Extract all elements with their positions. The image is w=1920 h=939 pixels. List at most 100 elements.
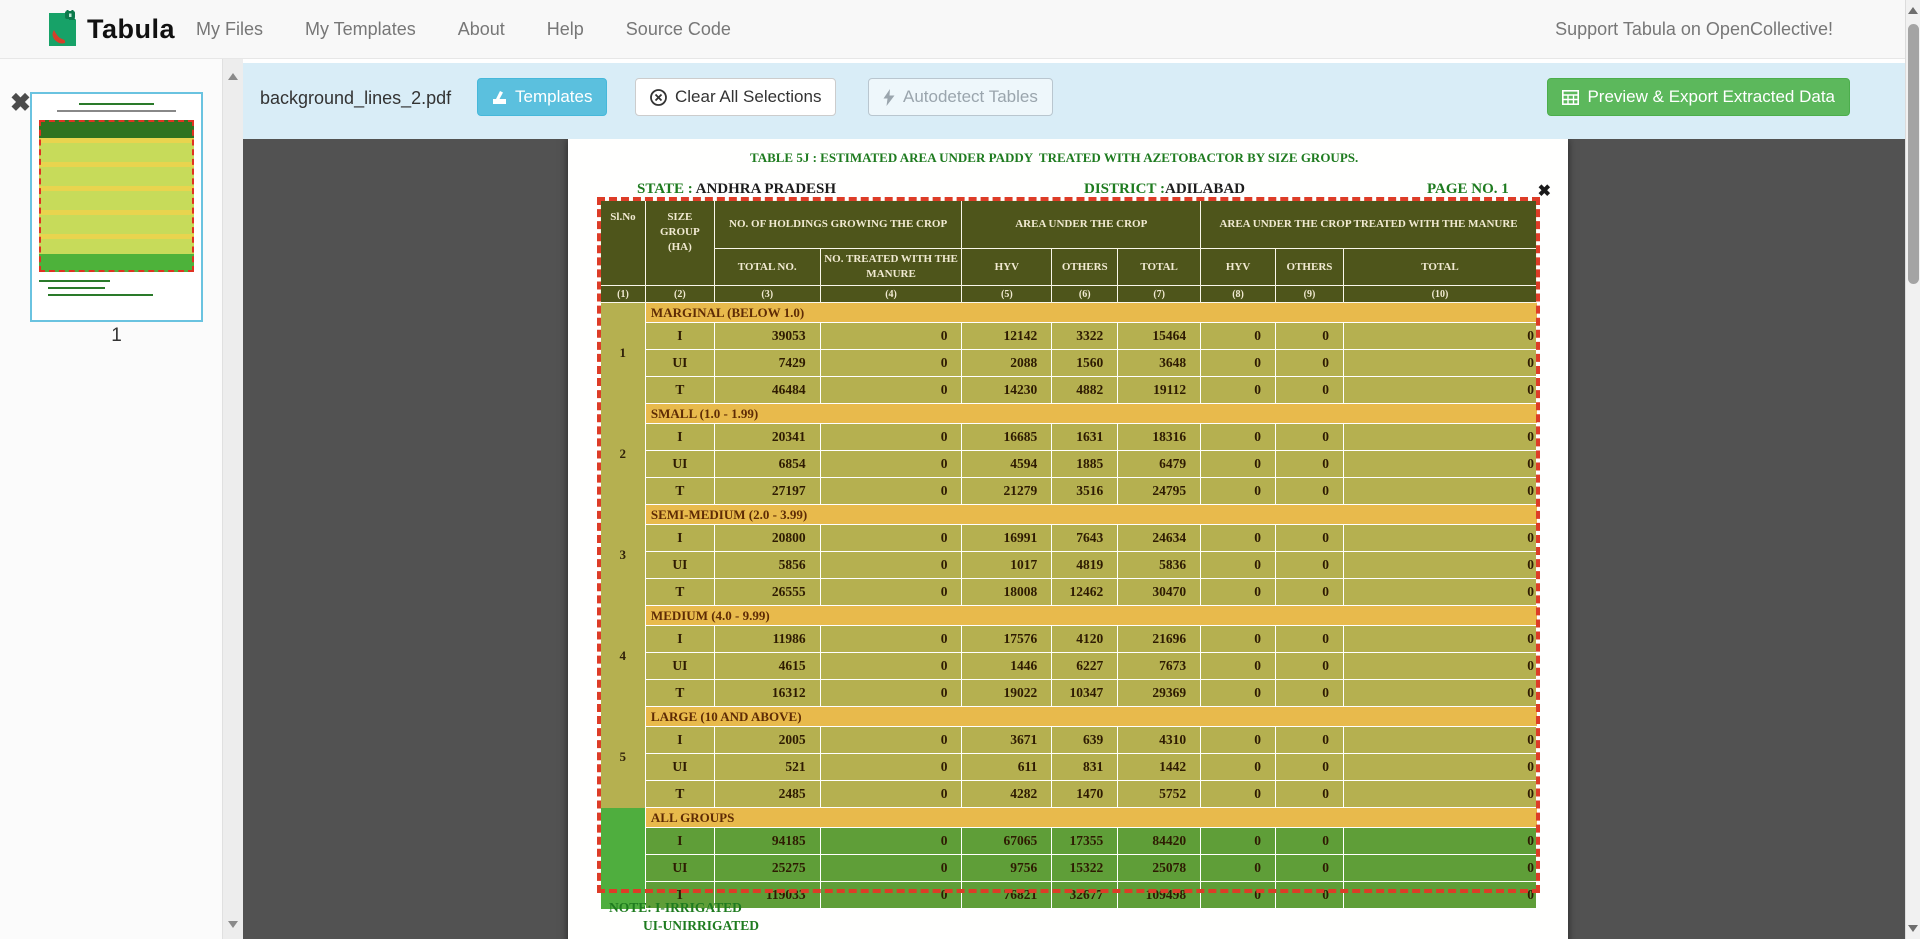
size-group-band: SEMI-MEDIUM (2.0 - 3.99): [645, 504, 1537, 525]
thumb-table-image: [39, 120, 194, 272]
value-cell: 521: [713, 753, 821, 781]
thumb-table-footer: [39, 254, 194, 272]
value-cell: 0: [1200, 524, 1276, 552]
table-row: I 11986 0 17576 4120 21696 0 0 0: [601, 625, 1538, 653]
table-row: T 119033 0 76821 32677 109498 0 0 0: [601, 881, 1538, 909]
nav-item-help[interactable]: Help: [546, 19, 584, 39]
value-cell: 0: [1342, 854, 1538, 882]
value-cell: 1017: [961, 551, 1053, 579]
value-cell: 0: [1342, 726, 1538, 754]
thumb-note-line: [48, 294, 153, 296]
value-cell: 15322: [1051, 854, 1119, 882]
sidebar-scrollbar[interactable]: [222, 59, 243, 939]
col-number: (5): [961, 285, 1053, 303]
scrollbar-thumb[interactable]: [1908, 24, 1919, 284]
value-cell: 19112: [1117, 376, 1202, 404]
value-cell: 0: [1274, 322, 1344, 350]
nav-item-my-files[interactable]: My Files: [196, 19, 263, 39]
col-number: (3): [713, 285, 821, 303]
row-label-cell: UI: [644, 652, 715, 680]
value-cell: 4120: [1051, 625, 1119, 653]
table-row: T 2485 0 4282 1470 5752 0 0 0: [601, 780, 1538, 808]
value-cell: 0: [819, 854, 963, 882]
selection-close-icon[interactable]: ✖: [1537, 183, 1551, 200]
value-cell: 4819: [1051, 551, 1119, 579]
page-thumbnail[interactable]: [30, 92, 203, 322]
value-cell: 27197: [713, 477, 821, 505]
sidebar-scroll-up-icon[interactable]: [228, 73, 238, 80]
value-cell: 0: [819, 322, 963, 350]
value-cell: 119033: [713, 881, 821, 909]
value-cell: 1560: [1051, 349, 1119, 377]
value-cell: 0: [1200, 376, 1276, 404]
table-row: UI 521 0 611 831 1442 0 0 0: [601, 753, 1538, 781]
row-label-cell: UI: [644, 450, 715, 478]
value-cell: 7673: [1117, 652, 1202, 680]
row-label-cell: T: [644, 881, 715, 909]
size-group-band: SMALL (1.0 - 1.99): [645, 403, 1537, 424]
value-cell: 12462: [1051, 578, 1119, 606]
value-cell: 2485: [713, 780, 821, 808]
nav-item-about[interactable]: About: [457, 19, 505, 39]
value-cell: 0: [819, 652, 963, 680]
value-cell: 0: [1200, 881, 1276, 909]
scroll-up-icon[interactable]: [1908, 7, 1918, 14]
size-group-band: LARGE (10 AND ABOVE): [645, 706, 1537, 727]
sub-header: HYV: [1200, 248, 1276, 286]
row-label-cell: I: [644, 827, 715, 855]
preview-export-button[interactable]: Preview & Export Extracted Data: [1547, 78, 1850, 116]
value-cell: 4310: [1117, 726, 1202, 754]
value-cell: 3648: [1117, 349, 1202, 377]
pdf-page[interactable]: TABLE 5J : ESTIMATED AREA UNDER PADDY TR…: [568, 139, 1568, 939]
value-cell: 0: [1342, 524, 1538, 552]
thumb-table-header: [39, 120, 194, 138]
value-cell: 24795: [1117, 477, 1202, 505]
sub-header: TOTAL NO.: [713, 248, 821, 286]
window-scrollbar[interactable]: [1905, 0, 1920, 939]
value-cell: 0: [1274, 780, 1344, 808]
value-cell: 0: [1274, 349, 1344, 377]
table-selection-box[interactable]: ✖: [597, 183, 1551, 893]
value-cell: 4882: [1051, 376, 1119, 404]
value-cell: 0: [819, 477, 963, 505]
value-cell: 16685: [961, 423, 1053, 451]
sidebar-scroll-down-icon[interactable]: [228, 921, 238, 928]
nav-item-my-templates[interactable]: My Templates: [305, 19, 416, 39]
value-cell: 18008: [961, 578, 1053, 606]
value-cell: 0: [819, 881, 963, 909]
value-cell: 611: [961, 753, 1053, 781]
sub-header: TOTAL: [1117, 248, 1202, 286]
scroll-down-icon[interactable]: [1908, 925, 1918, 932]
value-cell: 0: [819, 450, 963, 478]
value-cell: 3322: [1051, 322, 1119, 350]
templates-button[interactable]: Templates: [477, 78, 608, 116]
slno-group-cell: 2: [600, 403, 646, 505]
value-cell: 30470: [1117, 578, 1202, 606]
value-cell: 12142: [961, 322, 1053, 350]
row-label-cell: UI: [644, 753, 715, 781]
table-row: T 16312 0 19022 10347 29369 0 0 0: [601, 679, 1538, 707]
remove-page-icon[interactable]: ✖: [10, 89, 31, 117]
main-nav: My Files My Templates About Help Source Code: [175, 0, 752, 59]
value-cell: 0: [1200, 625, 1276, 653]
pdf-table-title: TABLE 5J : ESTIMATED AREA UNDER PADDY TR…: [750, 150, 1359, 165]
table-icon: [1562, 89, 1580, 105]
support-link[interactable]: Support Tabula on OpenCollective!: [1555, 19, 1833, 39]
value-cell: 26555: [713, 578, 821, 606]
value-cell: 0: [1342, 881, 1538, 909]
value-cell: 5836: [1117, 551, 1202, 579]
value-cell: 0: [1200, 349, 1276, 377]
pdf-note-line2: UI-UNIRRIGATED: [643, 918, 760, 933]
table-row: UI 25275 0 9756 15322 25078 0 0 0: [601, 854, 1538, 882]
clear-all-selections-button[interactable]: Clear All Selections: [635, 78, 837, 116]
nav-item-source-code[interactable]: Source Code: [625, 19, 731, 39]
value-cell: 0: [1342, 652, 1538, 680]
table-row: UI 4615 0 1446 6227 7673 0 0 0: [601, 652, 1538, 680]
value-cell: 0: [819, 551, 963, 579]
value-cell: 1446: [961, 652, 1053, 680]
value-cell: 67065: [961, 827, 1053, 855]
value-cell: 4615: [713, 652, 821, 680]
brand[interactable]: Tabula: [47, 10, 175, 49]
col-number: (4): [819, 285, 963, 303]
value-cell: 0: [1274, 679, 1344, 707]
